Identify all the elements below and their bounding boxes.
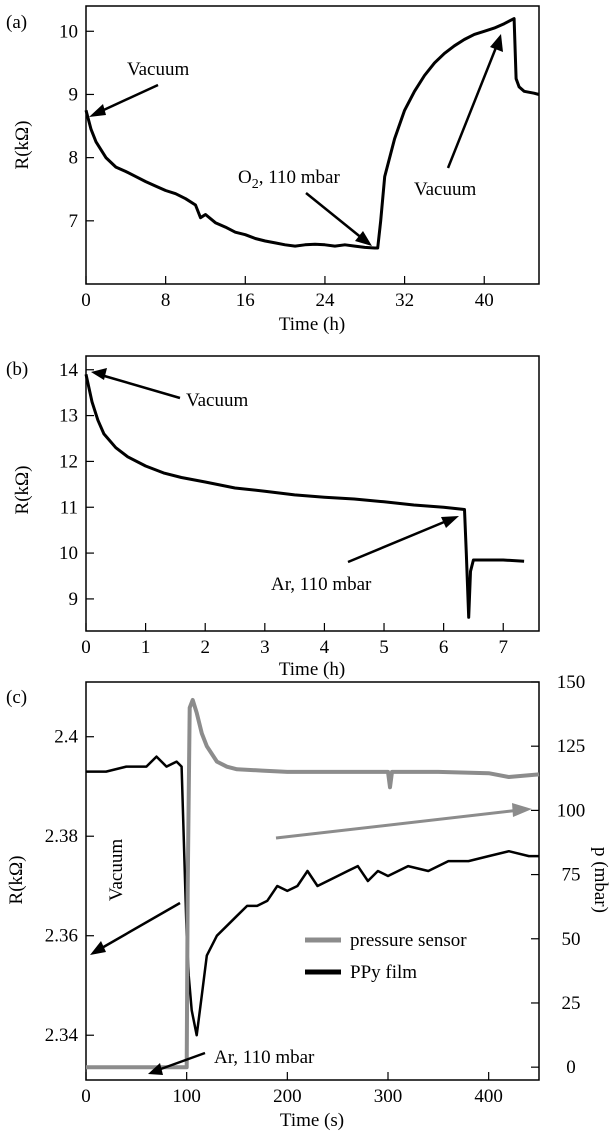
panel-c: (c) 0 100 200 300 400 2.34 2.36 2.38 2.4 0 25 50 75 1…: [6, 672, 611, 1131]
panel-b-ylabel: R(kΩ): [12, 466, 33, 515]
panel-b-xtick-label-1: 1: [141, 637, 151, 658]
legend-label-ppy-film: PPy film: [350, 962, 417, 983]
panel-a-ytick-label-3: 10: [59, 21, 78, 42]
panel-a-arrowhead-vacuum: [89, 104, 106, 117]
panel-a-annotation-vacuum: Vacuum: [127, 59, 189, 80]
panel-a-annotation-vacuum2: Vacuum: [414, 179, 476, 200]
panel-a-xtick-label-5: 40: [475, 290, 494, 311]
panel-c-label: (c): [6, 687, 27, 708]
panel-b-xtick-label-2: 2: [200, 637, 210, 658]
panel-a-xtick-label-4: 32: [395, 290, 414, 311]
panel-a-annotation-o2: O2, 110 mbar: [238, 167, 340, 192]
panel-a-ylabel: R(kΩ): [12, 121, 33, 170]
panel-b-ytick-label-2: 11: [60, 497, 78, 518]
panel-c-xtick-label-4: 400: [474, 1086, 503, 1107]
panel-b-ytick-label-1: 10: [59, 543, 78, 564]
panel-a-arrowhead-vacuum2: [490, 34, 503, 52]
panel-c-ytick-right-label-3: 75: [562, 865, 581, 886]
panel-a-annotation-o2-suffix: , 110 mbar: [259, 167, 341, 188]
panel-c-ppy-film-line: [86, 755, 539, 1037]
panel-c-ytick-right-label-5: 125: [557, 736, 586, 757]
panel-b-arrowhead-vacuum: [91, 368, 107, 380]
panel-b-plot-frame: [85, 355, 540, 632]
panel-a-annotation-o2-prefix: O: [238, 167, 252, 188]
panel-b-series-line: [84, 373, 525, 619]
panel-b-arrow-vacuum: [100, 373, 181, 400]
panel-c-xtick-label-1: 100: [172, 1086, 201, 1107]
panel-a-arrow-o2: [305, 192, 364, 240]
panel-a-ytick-label-1: 8: [69, 148, 79, 169]
panel-c-ylabel-right: p (mbar): [590, 847, 611, 913]
panel-c-ytick-right-label-2: 50: [562, 929, 581, 950]
panel-c-plot-frame: [85, 681, 540, 1081]
panel-c-ylabel: R(kΩ): [6, 856, 27, 905]
panel-a-ticks: 0 8 16 24 32 40 7 8 9 10: [59, 21, 494, 311]
panel-c-arrow-left-axis: [99, 901, 181, 951]
panel-b-ytick-label-3: 12: [59, 451, 78, 472]
panel-c-arrow-ar: [157, 1051, 206, 1072]
panel-a-xtick-label-2: 16: [236, 290, 255, 311]
panel-b-ytick-label-0: 9: [69, 589, 79, 610]
panel-c-ytick-label-1: 2.36: [45, 926, 78, 947]
panel-c-ytick-label-3: 2.4: [54, 727, 78, 748]
panel-a-annotation-o2-sub: 2: [252, 177, 259, 192]
panel-b-xtick-label-6: 6: [439, 637, 449, 658]
panel-c-ytick-right-label-6: 150: [557, 672, 586, 693]
panel-c-ytick-label-2: 2.38: [45, 826, 78, 847]
panel-b-ytick-label-5: 14: [59, 360, 79, 381]
panel-b-arrow-ar: [347, 518, 450, 564]
panel-a-plot-frame: [85, 5, 540, 285]
panel-b-xlabel: Time (h): [279, 659, 345, 680]
legend-label-pressure-sensor: pressure sensor: [350, 930, 467, 951]
panel-c-annotation-ar: Ar, 110 mbar: [214, 1047, 315, 1068]
panel-a-arrowhead-o2: [355, 231, 372, 246]
panel-c-arrowhead-right-axis: [512, 803, 532, 817]
panel-c-legend: pressure sensor PPy film: [305, 930, 467, 983]
panel-c-xtick-label-0: 0: [81, 1086, 91, 1107]
panel-b-xtick-label-0: 0: [81, 637, 91, 658]
panel-a-ytick-label-2: 9: [69, 84, 79, 105]
panel-c-arrowhead-left-axis: [90, 941, 106, 955]
panel-c-xtick-label-2: 200: [273, 1086, 302, 1107]
panel-a-ytick-label-0: 7: [69, 211, 79, 232]
panel-a-xtick-label-1: 8: [161, 290, 171, 311]
panel-c-ticks: 0 100 200 300 400 2.34 2.36 2.38 2.4 0 25 50 75 100 12…: [45, 672, 586, 1107]
panel-b-xtick-label-3: 3: [260, 637, 270, 658]
panel-c-ytick-right-label-4: 100: [557, 800, 586, 821]
panel-b-xtick-label-7: 7: [498, 637, 508, 658]
panel-c-ytick-label-0: 2.34: [45, 1025, 79, 1046]
panel-a-xtick-label-0: 0: [81, 290, 91, 311]
panel-b-label: (b): [6, 359, 28, 380]
panel-b-ytick-label-4: 13: [59, 406, 78, 427]
panel-b-xtick-label-4: 4: [320, 637, 330, 658]
panel-a-xlabel: Time (h): [279, 314, 345, 335]
panel-c-xtick-label-3: 300: [374, 1086, 403, 1107]
panel-c-xlabel: Time (s): [280, 1110, 344, 1131]
panel-c-ytick-right-label-1: 25: [562, 993, 581, 1014]
panel-b-arrowhead-ar: [441, 516, 459, 528]
panel-b-xtick-label-5: 5: [379, 637, 389, 658]
panel-a-label: (a): [6, 12, 27, 33]
panel-a-series-line: [84, 17, 540, 250]
panel-a-arrow-vacuum: [94, 83, 159, 116]
panel-c-pressure-sensor-line: [86, 698, 540, 1070]
panel-c-ytick-right-label-0: 0: [566, 1057, 576, 1078]
panel-a-xtick-label-3: 24: [315, 290, 335, 311]
panel-b-annotation-vacuum: Vacuum: [186, 390, 248, 411]
panel-a-arrow-vacuum2: [446, 44, 499, 169]
panel-b-annotation-ar: Ar, 110 mbar: [271, 574, 372, 595]
panel-c-annotation-vacuum: Vacuum: [106, 839, 127, 901]
panel-c-arrow-right-axis: [275, 808, 521, 840]
panel-a: (a) 0 8 16 24 32 40 7 8 9 10 Time (h) R(kΩ) Vacuu…: [6, 5, 540, 335]
panel-c-arrowhead-ar: [148, 1063, 163, 1075]
